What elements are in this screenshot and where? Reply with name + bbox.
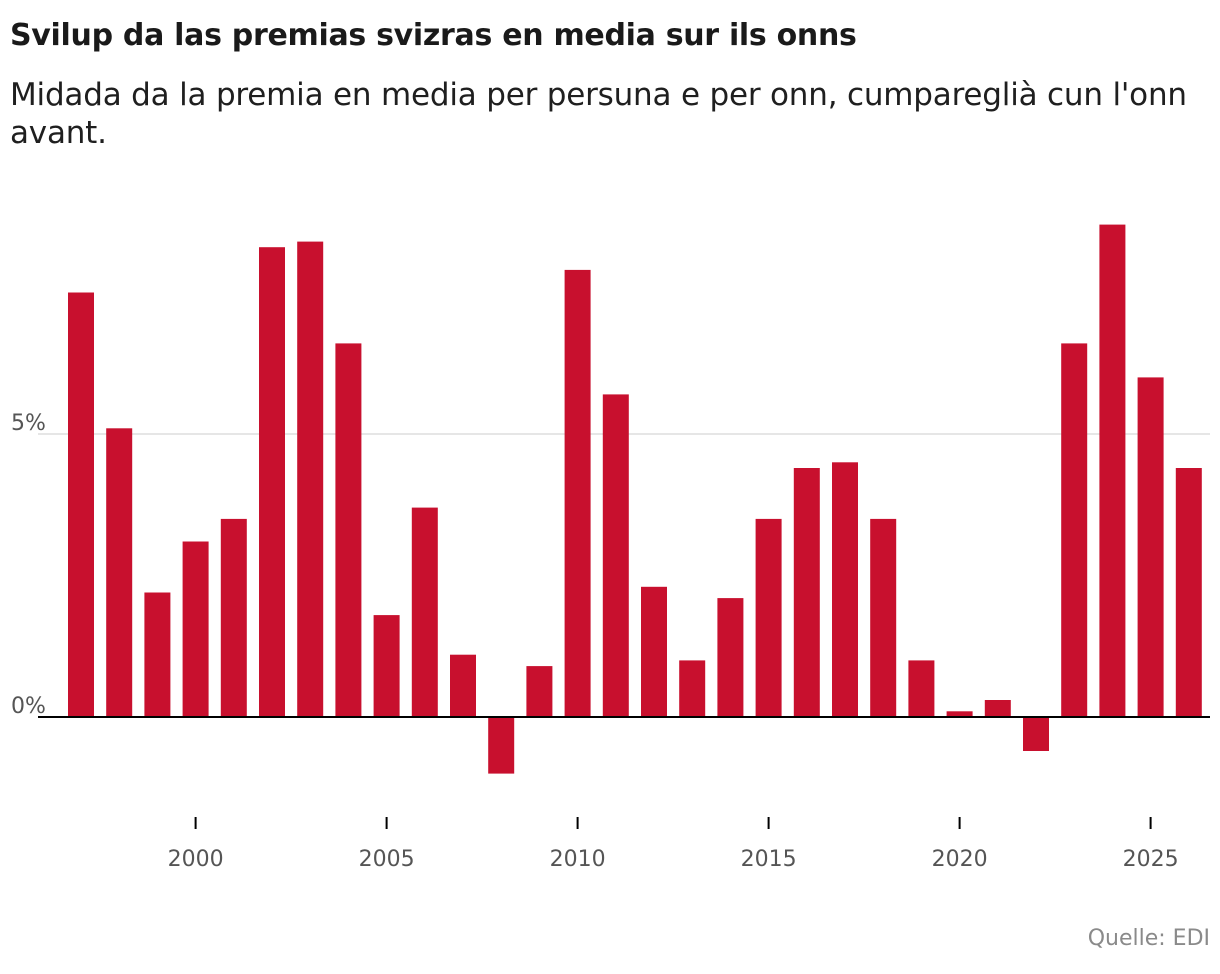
bar-2002 bbox=[259, 247, 285, 717]
bar-2003 bbox=[297, 241, 324, 717]
bar-2022 bbox=[1023, 717, 1049, 751]
bar-2009 bbox=[526, 666, 553, 717]
bar-2014 bbox=[717, 598, 744, 717]
bar-2015 bbox=[755, 518, 782, 717]
x-tick-label: 2015 bbox=[741, 847, 797, 872]
bar-2013 bbox=[679, 660, 706, 717]
bar-2001 bbox=[220, 518, 247, 717]
bar-2006 bbox=[411, 507, 438, 717]
bar-2012 bbox=[641, 586, 667, 717]
x-tick-label: 2020 bbox=[932, 847, 988, 872]
bar-2024 bbox=[1099, 224, 1126, 717]
x-tick-label: 2005 bbox=[359, 847, 415, 872]
x-tick-label: 2025 bbox=[1123, 847, 1179, 872]
bar-2004 bbox=[335, 343, 362, 717]
bar-1998 bbox=[106, 428, 133, 717]
chart-subtitle: Midada da la premia en media per persuna… bbox=[10, 77, 1187, 151]
bar-2016 bbox=[793, 468, 820, 717]
y-tick-label: 5% bbox=[11, 411, 46, 436]
bar-2023 bbox=[1061, 343, 1088, 717]
bar-2025 bbox=[1137, 377, 1164, 717]
x-tick-label: 2000 bbox=[168, 847, 224, 872]
y-tick-label: 0% bbox=[11, 694, 46, 719]
bar-1997 bbox=[68, 292, 94, 717]
x-tick-label: 2010 bbox=[550, 847, 606, 872]
bar-2005 bbox=[373, 615, 400, 717]
x-axis: 2000 2005 2010 2015 2020 2025 bbox=[168, 817, 1179, 872]
source-note: Quelle: EDI bbox=[1087, 926, 1210, 951]
bar-2007 bbox=[450, 654, 476, 717]
bar-2019 bbox=[908, 660, 935, 717]
bar-2020 bbox=[946, 711, 973, 717]
bar-2018 bbox=[870, 518, 897, 717]
bar-2010 bbox=[564, 269, 591, 717]
bar-2000 bbox=[182, 541, 209, 717]
bars bbox=[68, 224, 1202, 774]
bar-2017 bbox=[832, 462, 858, 717]
chart-title: Svilup da las premias svizras en media s… bbox=[10, 18, 857, 53]
bar-1999 bbox=[144, 592, 171, 717]
bar-2026 bbox=[1175, 468, 1202, 717]
y-axis-labels: 0% 5% bbox=[11, 411, 46, 719]
bar-2008 bbox=[488, 717, 515, 774]
bar-2021 bbox=[984, 700, 1011, 717]
bar-2011 bbox=[602, 394, 629, 717]
